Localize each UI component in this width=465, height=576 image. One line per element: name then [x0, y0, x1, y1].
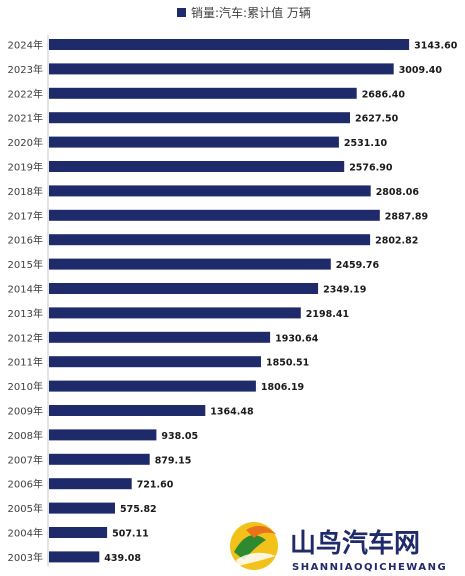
data-label: 879.15	[155, 455, 192, 466]
bar-2021年	[49, 112, 350, 124]
category-tick-label: 2020年	[8, 136, 43, 149]
bar-2016年	[49, 234, 371, 246]
data-label: 2576.90	[349, 163, 393, 174]
data-label: 1364.48	[210, 407, 254, 418]
data-label: 2887.89	[385, 211, 428, 222]
category-tick-label: 2008年	[8, 429, 43, 442]
bar-2004年	[49, 527, 108, 538]
category-tick-label: 2005年	[8, 502, 43, 515]
data-label: 3009.40	[399, 65, 443, 76]
data-label: 2808.06	[376, 187, 420, 198]
category-tick-label: 2014年	[8, 283, 43, 296]
data-label: 2349.19	[323, 285, 366, 296]
category-tick-label: 2023年	[8, 63, 43, 76]
category-tick-label: 2019年	[8, 161, 43, 174]
legend-swatch	[177, 8, 186, 17]
category-tick-label: 2003年	[8, 551, 43, 564]
bar-2020年	[49, 136, 339, 148]
category-tick-label: 2017年	[8, 209, 43, 222]
category-tick-label: 2007年	[8, 453, 43, 466]
category-tick-label: 2009年	[8, 405, 43, 418]
data-label: 2627.50	[355, 114, 399, 125]
data-label: 439.08	[104, 553, 141, 564]
bar-2010年	[49, 380, 256, 392]
category-tick-label: 2016年	[8, 234, 43, 247]
bar-2005年	[49, 502, 115, 514]
category-tick-label: 2006年	[8, 478, 43, 491]
bar-2008年	[49, 429, 157, 441]
bar-2024年	[49, 39, 410, 50]
bar-2015年	[49, 258, 331, 270]
watermark-title: 山鸟汽车网	[290, 528, 420, 559]
data-label: 721.60	[137, 480, 174, 491]
data-label: 2686.40	[362, 89, 406, 100]
data-label: 507.11	[112, 529, 149, 540]
bars-group	[49, 39, 410, 563]
category-tick-label: 2013年	[8, 307, 43, 320]
category-tick-label: 2022年	[8, 87, 43, 100]
bar-2011年	[49, 356, 261, 368]
data-label: 1850.51	[266, 358, 309, 369]
category-tick-label: 2024年	[8, 39, 43, 52]
bar-2009年	[49, 405, 206, 416]
category-tick-label: 2021年	[8, 112, 43, 125]
bar-2018年	[49, 185, 371, 197]
legend-label: 销量:汽车:累计值 万辆	[191, 5, 311, 20]
bar-2013年	[49, 307, 301, 319]
watermark: 山鸟汽车网 SHANNIAOQICHEWANG	[230, 522, 447, 573]
chart-legend: 销量:汽车:累计值 万辆	[177, 5, 311, 20]
bar-2014年	[49, 283, 319, 294]
data-label: 2531.10	[344, 138, 388, 149]
data-label: 938.05	[161, 431, 198, 442]
bar-2019年	[49, 161, 345, 172]
category-tick-labels: 2024年 2023年 2022年 2021年 2020年 2019年 2018年 2017年…	[8, 39, 43, 564]
category-tick-label: 2015年	[8, 258, 43, 271]
bar-2017年	[49, 209, 380, 221]
data-label: 2802.82	[375, 236, 418, 247]
category-tick-label: 2018年	[8, 185, 43, 198]
bar-2023年	[49, 63, 394, 75]
category-tick-label: 2011年	[8, 356, 43, 369]
bar-2007年	[49, 453, 150, 465]
data-label: 575.82	[120, 504, 157, 515]
category-tick-label: 2010年	[8, 380, 43, 393]
data-label: 1930.64	[275, 333, 319, 344]
mountain-bird-logo-icon	[230, 522, 278, 570]
bar-2022年	[49, 87, 357, 99]
category-tick-label: 2004年	[8, 527, 43, 540]
data-label: 2198.41	[306, 309, 349, 320]
watermark-subtitle: SHANNIAOQICHEWANG	[292, 562, 447, 573]
data-label: 2459.76	[336, 260, 380, 271]
bar-2012年	[49, 331, 271, 343]
data-labels: 3143.60 3009.40 2686.40 2627.50 2531.10 2576.…	[104, 41, 457, 564]
data-label: 3143.60	[414, 41, 458, 52]
bar-2003年	[49, 551, 100, 563]
bar-2006年	[49, 478, 132, 490]
category-tick-label: 2012年	[8, 331, 43, 344]
data-label: 1806.19	[261, 382, 304, 393]
